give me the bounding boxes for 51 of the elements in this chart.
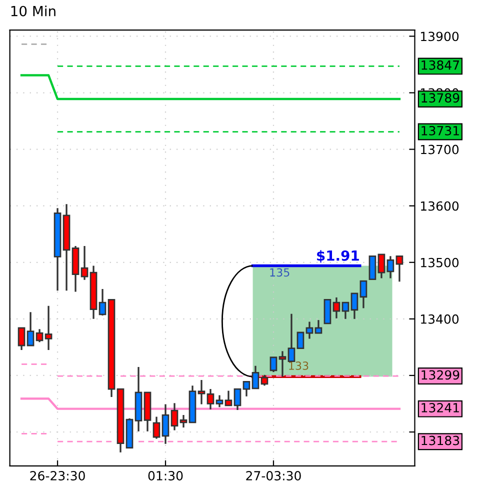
candlestick	[360, 280, 368, 310]
series-label: 13731	[422, 126, 459, 136]
candlestick	[44, 305, 52, 351]
candlestick	[260, 374, 268, 386]
candlestick	[36, 328, 44, 343]
candlestick	[216, 394, 224, 408]
candlestick	[98, 288, 106, 316]
candlestick	[252, 365, 260, 390]
annotation: $1.91	[317, 250, 359, 263]
x-tick-label: 27-03:30	[246, 471, 301, 480]
candlestick	[306, 320, 314, 340]
candlestick	[386, 255, 394, 280]
series-label: 13299	[422, 370, 460, 380]
candlestick	[80, 245, 88, 281]
series-label: 13847	[422, 60, 460, 70]
series-label: 13789	[422, 93, 460, 103]
candlestick	[342, 302, 350, 320]
candlestick	[378, 254, 386, 280]
candlestick	[270, 356, 278, 373]
candlestick	[206, 388, 214, 410]
y-tick-label: 13700	[420, 144, 459, 154]
candlestick	[296, 332, 304, 350]
candlestick	[18, 327, 26, 351]
candlestick	[324, 299, 332, 324]
candlestick	[314, 319, 322, 334]
candlestick	[242, 380, 250, 398]
candlestick	[170, 402, 178, 432]
x-tick-label: 01:30	[148, 471, 183, 480]
annotation: 133	[289, 362, 308, 370]
series-label: 13241	[422, 402, 459, 412]
candlestick	[152, 416, 160, 440]
candlestick	[198, 379, 206, 406]
candlestick	[396, 255, 404, 282]
chart-title: 10 Min	[11, 6, 56, 16]
y-tick-label: 13500	[420, 258, 459, 268]
y-tick-label: 13900	[420, 32, 459, 42]
candlestick	[180, 414, 188, 428]
candlestick	[26, 311, 34, 346]
candlestick	[288, 313, 296, 362]
x-tick-label: 26-23:30	[30, 471, 85, 480]
y-tick-label: 13400	[420, 314, 459, 324]
annotation: 135	[270, 268, 290, 277]
y-tick-label: 13600	[420, 201, 459, 211]
candlestick	[332, 296, 340, 320]
candlestick	[234, 388, 242, 411]
candlestick	[162, 403, 170, 445]
series-label: 13183	[422, 436, 460, 446]
candlestick	[278, 350, 286, 378]
candlestick	[368, 255, 376, 280]
candlestick	[224, 390, 232, 406]
candlestick	[350, 292, 358, 320]
